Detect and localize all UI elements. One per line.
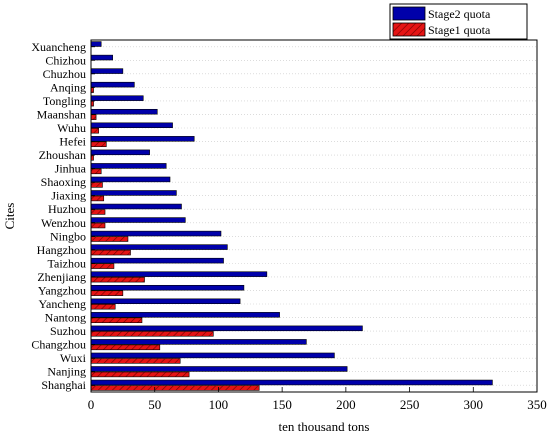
gridlines [91, 46, 537, 386]
legend-label-stage1: Stage1 quota [428, 23, 491, 37]
bar-stage1-jinhua [90, 168, 102, 175]
y-tick-label: Shanghai [41, 378, 86, 392]
legend: Stage2 quota Stage1 quota [389, 3, 528, 40]
y-tick-label: Yancheng [39, 297, 86, 311]
y-tick-label: Anqing [50, 80, 86, 94]
y-tick-label: Wuhu [57, 121, 86, 135]
bar-stage1-shaoxing [90, 182, 103, 188]
x-tick-label: 50 [148, 397, 161, 412]
y-tick-label: Huzhou [48, 202, 86, 216]
y-tick-label: Ningbo [50, 229, 86, 243]
bar-stage2-jinhua [90, 163, 167, 169]
bar-stage2-chizhou [90, 54, 113, 61]
x-tick-label: 100 [209, 397, 229, 412]
x-tick-label: 0 [88, 397, 95, 412]
bar-stage1-changzhou [90, 344, 161, 351]
y-tick-label: Zhoushan [39, 148, 86, 162]
bar-stage2-yancheng [90, 298, 241, 304]
x-tick-label: 250 [400, 397, 420, 412]
bar-stage1-maanshan [90, 114, 97, 120]
bar-stage1-nanjing [90, 371, 190, 378]
legend-label-stage2: Stage2 quota [428, 7, 491, 21]
bar-stage2-changzhou [90, 339, 307, 345]
bar-stage2-wuhu [90, 122, 173, 129]
y-tick-label: Xuancheng [31, 40, 86, 54]
y-tick-label: Jinhua [55, 162, 87, 176]
bar-stage2-nanjing [90, 366, 348, 372]
x-tick-label: 200 [336, 397, 356, 412]
x-tick-label: 350 [527, 397, 547, 412]
legend-swatch-stage2 [392, 6, 426, 21]
bar-stage1-ningbo [90, 236, 129, 242]
bar-stage2-yangzhou [90, 284, 245, 291]
bar-stage1-wuhu [90, 128, 99, 134]
bar-stage2-anqing [90, 81, 135, 88]
bar-stage1-hefei [90, 141, 107, 148]
bars [90, 41, 493, 391]
axes: XuanchengChizhouChuzhouAnqingTonglingMaa… [31, 40, 546, 412]
y-tick-label: Jiaxing [51, 189, 86, 203]
x-tick-label: 300 [464, 397, 484, 412]
bar-stage2-nantong [90, 312, 280, 318]
x-tick-label: 150 [272, 397, 292, 412]
bar-stage1-wenzhou [90, 222, 106, 229]
bar-stage2-wuxi [90, 352, 335, 359]
bar-stage1-taizhou [90, 263, 115, 269]
y-tick-label: Yangzhou [38, 283, 86, 297]
plot-area-frame [90, 39, 538, 393]
bar-stage1-huzhou [90, 209, 106, 215]
bar-stage2-taizhou [90, 257, 224, 264]
bar-stage2-shanghai [90, 379, 493, 386]
bar-stage1-yancheng [90, 303, 116, 310]
bar-stage2-shaoxing [90, 176, 171, 183]
bar-stage1-nantong [90, 317, 143, 324]
y-tick-label: Wenzhou [41, 216, 86, 230]
bar-stage2-xuancheng [90, 41, 102, 47]
bar-stage2-suzhou [90, 325, 363, 332]
y-tick-label: Hangzhou [37, 243, 86, 257]
bar-stage1-suzhou [90, 331, 214, 337]
bar-stage1-jiaxing [90, 195, 105, 202]
y-tick-label: Nanjing [47, 365, 86, 379]
bar-stage1-shanghai [90, 385, 260, 391]
bar-stage1-zhenjiang [90, 276, 145, 283]
bar-stage2-wenzhou [90, 217, 186, 223]
bar-stage2-hangzhou [90, 244, 228, 250]
y-tick-label: Shaoxing [41, 175, 86, 189]
legend-swatch-stage1 [392, 22, 426, 37]
y-tick-label: Changzhou [31, 338, 86, 352]
bar-stage2-huzhou [90, 203, 182, 210]
bar-stage2-ningbo [90, 230, 222, 237]
bar-stage1-hangzhou [90, 249, 131, 256]
x-axis-label: ten thousand tons [279, 419, 370, 434]
y-tick-label: Tongling [43, 94, 86, 108]
bar-stage2-hefei [90, 136, 195, 142]
y-tick-label: Chuzhou [43, 67, 86, 81]
y-tick-label: Suzhou [50, 324, 86, 338]
y-tick-label: Zhenjiang [37, 270, 86, 284]
bar-stage2-tongling [90, 95, 144, 101]
bar-stage2-zhenjiang [90, 271, 268, 277]
bar-stage2-chuzhou [90, 68, 124, 74]
bar-stage2-maanshan [90, 108, 158, 115]
y-tick-label: Maanshan [37, 107, 86, 121]
bar-stage2-jiaxing [90, 190, 177, 196]
y-tick-label: Wuxi [60, 351, 87, 365]
bar-stage2-zhoushan [90, 149, 150, 156]
y-tick-label: Nantong [45, 311, 86, 325]
bar-stage1-wuxi [90, 358, 181, 364]
y-axis-label: Cites [2, 203, 17, 230]
y-tick-label: Chizhou [45, 53, 86, 67]
bar-stage1-yangzhou [90, 290, 124, 296]
y-tick-label: Hefei [59, 135, 86, 149]
y-tick-label: Taizhou [48, 256, 86, 270]
